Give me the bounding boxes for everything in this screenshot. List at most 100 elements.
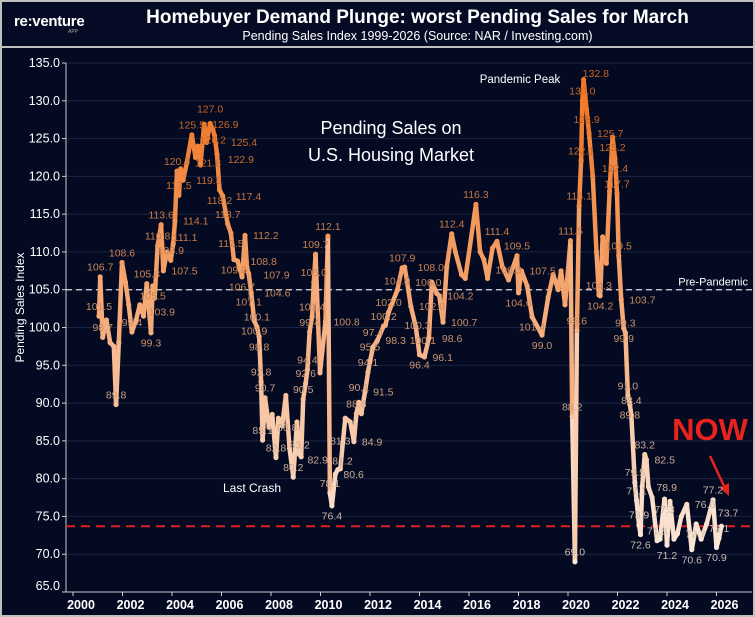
line-segment [180, 160, 190, 183]
data-point [440, 319, 446, 325]
data-label: 108.0 [418, 262, 444, 274]
data-label: 125.7 [597, 128, 623, 140]
line-segment [313, 251, 323, 376]
data-point [195, 143, 201, 149]
data-label: 122.9 [228, 154, 254, 166]
data-point [172, 218, 178, 224]
data-point [370, 344, 376, 350]
data-point [160, 268, 166, 274]
data-point [242, 232, 248, 238]
data-label: 102.8 [419, 301, 445, 313]
data-point [312, 251, 319, 257]
annotation-center-line1: Pending Sales on [320, 118, 461, 138]
data-label: 111.4 [485, 226, 510, 238]
data-point [239, 274, 245, 280]
logo: re:venture [14, 13, 85, 30]
data-point [374, 337, 381, 343]
data-label: 83.2 [634, 439, 655, 451]
data-point [150, 283, 156, 289]
line-segment [675, 514, 684, 537]
data-label: 96.4 [409, 360, 430, 372]
data-label: 99.0 [532, 340, 553, 352]
data-point [100, 334, 106, 340]
data-label: 70.9 [706, 552, 727, 564]
data-point [567, 237, 574, 244]
data-label: 76.6 [695, 499, 716, 511]
data-point [600, 234, 606, 240]
line-segment [649, 495, 660, 543]
data-label: 114.1 [183, 216, 209, 228]
data-point [636, 522, 642, 528]
data-point [642, 451, 648, 458]
y-tick-label: 110.0 [30, 245, 60, 259]
data-point [259, 437, 266, 443]
x-tick-label: 2004 [166, 598, 194, 612]
data-label: 112.4 [439, 219, 465, 231]
line-segment [104, 317, 113, 345]
data-point [283, 392, 289, 399]
line-segment [375, 323, 386, 343]
data-point [184, 160, 190, 166]
data-label: 77.3 [654, 504, 675, 516]
x-tick-label: 2006 [216, 598, 244, 612]
data-point [609, 134, 616, 140]
data-label: 101.4 [519, 322, 545, 334]
data-label: 86.8 [277, 422, 298, 434]
line-segment [698, 521, 709, 542]
line-segment [634, 498, 642, 527]
line-segment [329, 471, 338, 509]
data-label: 71.8 [647, 525, 668, 537]
data-label: 106.7 [87, 262, 113, 274]
x-tick-label: 2024 [661, 598, 689, 612]
data-label: 99.4 [299, 317, 320, 329]
data-label: 104.6 [264, 288, 290, 300]
data-point [545, 294, 551, 300]
data-label: 117.5 [166, 180, 192, 192]
data-label: 109.0 [221, 264, 247, 276]
data-label: 127.0 [197, 103, 223, 115]
line-segment [338, 415, 348, 472]
line-segment [220, 193, 230, 227]
data-point [197, 162, 204, 168]
data-label: 98.8 [249, 341, 270, 353]
data-point [103, 317, 110, 323]
data-point [228, 230, 234, 236]
data-point [689, 547, 695, 553]
data-point [97, 274, 103, 280]
data-point [347, 419, 353, 425]
data-label: 90.7 [255, 383, 276, 395]
y-tick-label: 70.0 [36, 547, 60, 561]
data-point [362, 389, 368, 395]
data-label: 125.2 [599, 142, 625, 154]
data-point [597, 293, 603, 299]
line-segment [667, 499, 677, 542]
data-point [637, 531, 644, 538]
line-segment [394, 265, 405, 293]
data-point [473, 201, 479, 207]
line-segment [524, 283, 535, 320]
annotations: Pending Sales on U.S. Housing Market Pande… [223, 74, 749, 496]
data-point [300, 396, 306, 402]
line-segment [568, 238, 575, 419]
data-point [332, 471, 338, 477]
data-point [111, 343, 117, 349]
data-label: 73.9 [629, 510, 650, 522]
data-point [621, 325, 627, 331]
data-point [698, 536, 704, 542]
x-tick-label: 2026 [711, 598, 739, 612]
data-label: 113.6 [148, 210, 174, 222]
data-label: 78.9 [656, 482, 677, 494]
data-label: 125.4 [231, 137, 257, 149]
data-point [129, 329, 135, 335]
data-point [307, 329, 313, 335]
data-point [116, 340, 122, 346]
data-point [137, 302, 143, 308]
data-point [579, 98, 585, 104]
data-point [266, 424, 272, 430]
chart-header: re:venture APP Homebuyer Demand Plunge: … [2, 2, 753, 48]
data-label: 81.3 [330, 436, 351, 448]
line-segment [463, 202, 479, 281]
data-label: 112.2 [253, 230, 279, 242]
data-point [214, 151, 220, 158]
data-label: 104.2 [587, 301, 613, 313]
